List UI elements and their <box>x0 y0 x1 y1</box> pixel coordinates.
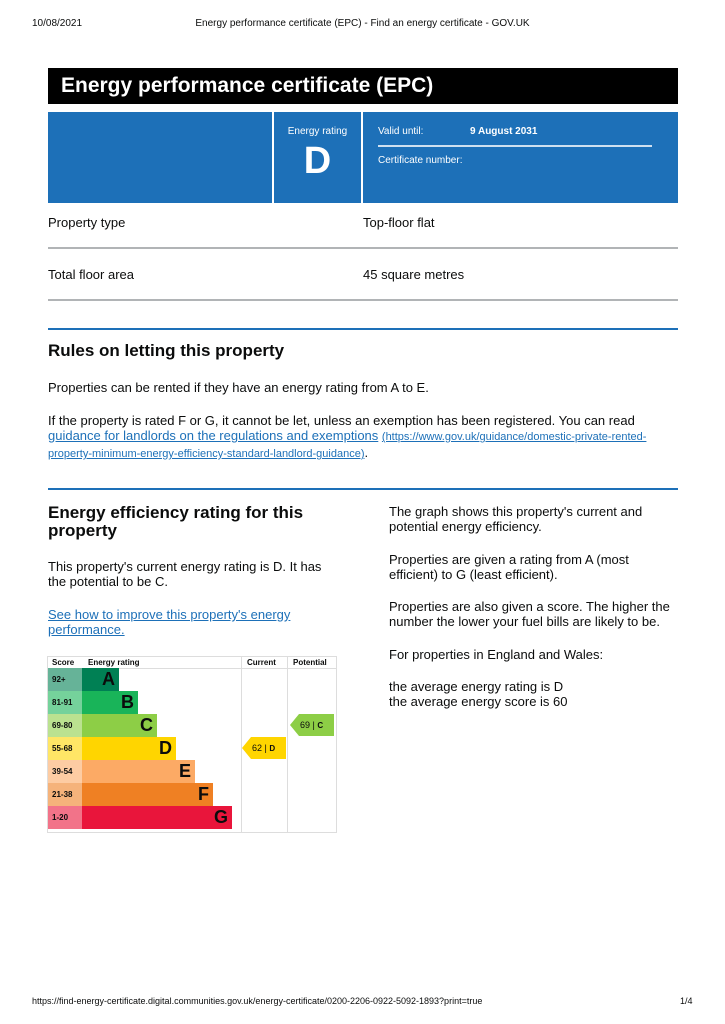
band-score-d: 55-68 <box>48 737 82 760</box>
band-score-e: 39-54 <box>48 760 82 783</box>
letting-text-1: Properties can be rented if they have an… <box>48 380 429 395</box>
average-rating: the average energy rating is D <box>389 679 564 694</box>
band-bar-g: G <box>82 806 232 829</box>
header-score: Score <box>52 658 75 667</box>
property-type-label: Property type <box>48 215 126 230</box>
average-score: the average energy score is 60 <box>389 694 568 709</box>
header-potential: Potential <box>293 658 327 667</box>
band-bar-d: D <box>82 737 176 760</box>
current-letter: D <box>269 744 276 753</box>
band-bar-e: E <box>82 760 195 783</box>
band-bar-f: F <box>82 783 213 806</box>
band-score-b: 81-91 <box>48 691 82 714</box>
current-rating-arrow: 62 | D <box>242 737 286 759</box>
band-score-g: 1-20 <box>48 806 82 829</box>
band-score-c: 69-80 <box>48 714 82 737</box>
certificate-number-label: Certificate number: <box>378 155 463 166</box>
certificate-summary: Energy rating D Valid until: 9 August 20… <box>48 112 678 203</box>
period: . <box>364 445 369 460</box>
landlord-guidance-url[interactable]: (https://www.gov.uk/guidance/domestic-pr… <box>48 431 647 460</box>
potential-letter: C <box>317 721 324 730</box>
landlord-guidance-link[interactable]: guidance for landlords on the regulation… <box>48 428 379 443</box>
energy-rating-label: Energy rating <box>287 126 348 137</box>
current-score: 62 <box>252 743 263 753</box>
band-bar-a: A <box>82 668 119 691</box>
band-score-f: 21-38 <box>48 783 82 806</box>
band-bar-c: C <box>82 714 157 737</box>
graph-explanation: The graph shows this property's current … <box>389 504 643 534</box>
floor-area-label: Total floor area <box>48 267 134 282</box>
property-type-value: Top-floor flat <box>363 215 435 230</box>
print-title: Energy performance certificate (EPC) - F… <box>195 18 530 29</box>
print-date: 10/08/2021 <box>32 18 83 29</box>
valid-until-label: Valid until: <box>378 126 424 137</box>
rating-explanation: Properties are given a rating from A (mo… <box>389 552 629 582</box>
band-score-a: 92+ <box>48 668 82 691</box>
letting-heading: Rules on letting this property <box>48 341 285 360</box>
page-title: Energy performance certificate (EPC) <box>48 68 678 104</box>
energy-rating-chart: Score Energy rating Current Potential 92… <box>47 656 337 833</box>
improve-link-wrap: See how to improve this property's energ… <box>48 607 318 637</box>
energy-rating-value: D <box>303 140 332 182</box>
potential-score: 69 <box>300 720 311 730</box>
potential-rating-arrow: 69 | C <box>290 714 334 736</box>
header-current: Current <box>247 658 276 667</box>
header-energy-rating: Energy rating <box>88 658 140 667</box>
valid-until-date: 9 August 2031 <box>470 126 538 137</box>
print-url: https://find-energy-certificate.digital.… <box>32 996 483 1006</box>
efficiency-heading: Energy efficiency rating for this proper… <box>48 503 304 540</box>
page-number: 1/4 <box>680 996 693 1006</box>
score-explanation: Properties are also given a score. The h… <box>389 599 670 629</box>
efficiency-text: This property's current energy rating is… <box>48 559 322 589</box>
region-label: For properties in England and Wales: <box>389 647 604 662</box>
floor-area-value: 45 square metres <box>363 267 465 282</box>
letting-text-2: If the property is rated F or G, it cann… <box>48 413 680 462</box>
band-bar-b: B <box>82 691 138 714</box>
letting-text-2-body: If the property is rated F or G, it cann… <box>48 413 635 428</box>
improve-performance-link[interactable]: See how to improve this property's energ… <box>48 607 291 637</box>
